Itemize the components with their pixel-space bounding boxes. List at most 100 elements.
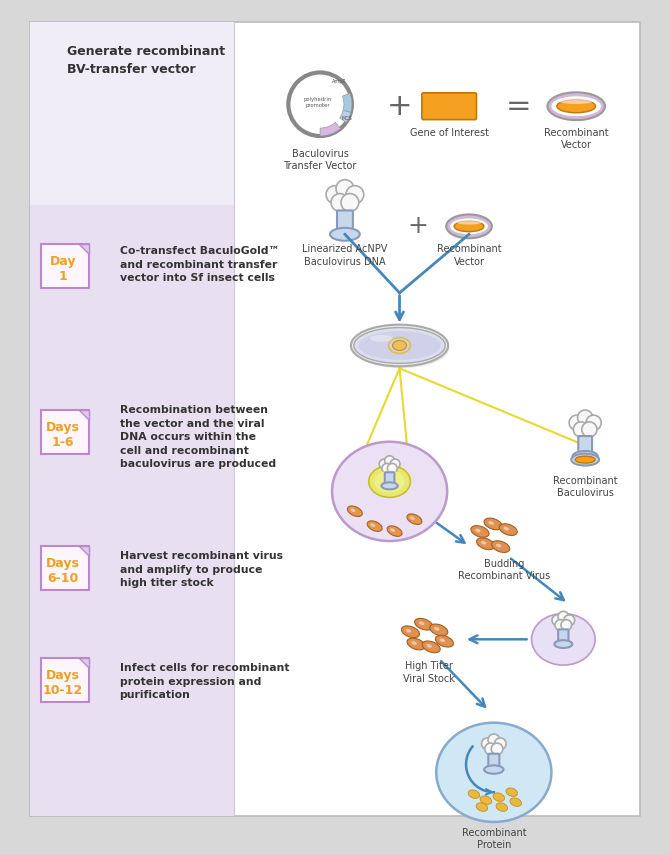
Ellipse shape	[387, 526, 402, 536]
Ellipse shape	[480, 796, 492, 805]
Circle shape	[291, 75, 349, 133]
FancyBboxPatch shape	[41, 658, 89, 702]
Ellipse shape	[488, 522, 494, 525]
Text: Co-transfect BaculoGold™
and recombinant transfer
vector into Sf insect cells: Co-transfect BaculoGold™ and recombinant…	[119, 246, 279, 283]
Ellipse shape	[411, 641, 417, 645]
FancyBboxPatch shape	[337, 210, 353, 233]
Circle shape	[385, 456, 395, 466]
FancyBboxPatch shape	[41, 546, 89, 590]
Polygon shape	[79, 658, 89, 668]
Ellipse shape	[350, 509, 355, 512]
Ellipse shape	[348, 506, 362, 516]
FancyBboxPatch shape	[385, 472, 395, 485]
Ellipse shape	[367, 521, 382, 532]
Circle shape	[331, 193, 349, 211]
Ellipse shape	[468, 790, 480, 799]
Circle shape	[491, 743, 503, 755]
Wedge shape	[340, 110, 351, 122]
Ellipse shape	[492, 540, 510, 552]
Ellipse shape	[471, 526, 489, 537]
FancyBboxPatch shape	[41, 245, 89, 288]
Circle shape	[390, 459, 400, 469]
Ellipse shape	[436, 635, 454, 647]
Ellipse shape	[475, 528, 480, 533]
Circle shape	[552, 615, 563, 626]
Circle shape	[382, 463, 392, 474]
Ellipse shape	[557, 100, 596, 113]
Ellipse shape	[504, 527, 509, 530]
Circle shape	[578, 410, 593, 425]
Text: High Titer
Viral Stock: High Titer Viral Stock	[403, 661, 455, 683]
Ellipse shape	[407, 514, 422, 524]
Ellipse shape	[419, 622, 424, 625]
Circle shape	[387, 463, 397, 474]
Ellipse shape	[455, 219, 483, 225]
Circle shape	[485, 743, 496, 755]
Ellipse shape	[510, 798, 521, 806]
Text: =: =	[506, 91, 531, 121]
Circle shape	[379, 459, 389, 469]
Text: Recombination between
the vector and the viral
DNA occurs within the
cell and re: Recombination between the vector and the…	[119, 405, 276, 469]
Text: Generate recombinant
BV-transfer vector: Generate recombinant BV-transfer vector	[67, 44, 225, 76]
Ellipse shape	[375, 470, 405, 492]
FancyBboxPatch shape	[30, 205, 234, 816]
Ellipse shape	[369, 466, 411, 498]
Ellipse shape	[476, 538, 494, 550]
Text: Recombinant
Vector: Recombinant Vector	[437, 245, 501, 267]
Ellipse shape	[506, 788, 517, 797]
Ellipse shape	[551, 97, 601, 116]
Circle shape	[346, 186, 364, 203]
Ellipse shape	[496, 544, 501, 547]
Polygon shape	[79, 410, 89, 420]
Text: polyhedrin
promoter: polyhedrin promoter	[304, 97, 332, 108]
Text: Infect cells for recombinant
protein expression and
purification: Infect cells for recombinant protein exp…	[119, 663, 289, 700]
Circle shape	[569, 416, 584, 430]
Circle shape	[582, 422, 597, 437]
Wedge shape	[342, 93, 352, 113]
Ellipse shape	[429, 624, 448, 636]
Ellipse shape	[330, 227, 360, 241]
Ellipse shape	[370, 335, 393, 342]
FancyBboxPatch shape	[30, 22, 234, 205]
Text: Days
10-12: Days 10-12	[43, 669, 83, 697]
Ellipse shape	[493, 793, 505, 801]
Circle shape	[482, 738, 493, 750]
Ellipse shape	[332, 442, 447, 541]
Circle shape	[494, 738, 506, 750]
Text: Recombinant
Protein: Recombinant Protein	[462, 828, 526, 851]
Ellipse shape	[450, 218, 488, 234]
Circle shape	[558, 611, 569, 622]
Ellipse shape	[390, 528, 395, 532]
Text: +: +	[387, 91, 412, 121]
Ellipse shape	[454, 221, 484, 232]
Text: Baculovirus
Transfer Vector: Baculovirus Transfer Vector	[283, 149, 357, 171]
Ellipse shape	[371, 523, 375, 527]
Polygon shape	[79, 546, 89, 556]
Ellipse shape	[484, 518, 502, 530]
Circle shape	[341, 193, 359, 211]
Circle shape	[555, 620, 565, 630]
Ellipse shape	[381, 482, 398, 489]
Ellipse shape	[572, 451, 598, 462]
FancyBboxPatch shape	[41, 410, 89, 454]
Ellipse shape	[499, 524, 517, 535]
FancyBboxPatch shape	[578, 436, 592, 455]
Ellipse shape	[558, 97, 594, 104]
Text: Recombinant
Baculovirus: Recombinant Baculovirus	[553, 475, 618, 498]
Ellipse shape	[572, 454, 599, 466]
Ellipse shape	[531, 614, 595, 665]
Circle shape	[574, 422, 588, 437]
Ellipse shape	[446, 215, 492, 239]
Text: Day
1: Day 1	[50, 255, 76, 283]
Ellipse shape	[406, 629, 411, 633]
Ellipse shape	[415, 618, 433, 630]
Ellipse shape	[434, 627, 440, 631]
Ellipse shape	[401, 626, 419, 638]
Ellipse shape	[351, 325, 448, 366]
Text: Days
6-10: Days 6-10	[46, 557, 80, 585]
Ellipse shape	[422, 641, 440, 652]
Ellipse shape	[393, 340, 407, 351]
Ellipse shape	[554, 640, 572, 648]
Ellipse shape	[496, 803, 508, 811]
Ellipse shape	[576, 457, 595, 463]
